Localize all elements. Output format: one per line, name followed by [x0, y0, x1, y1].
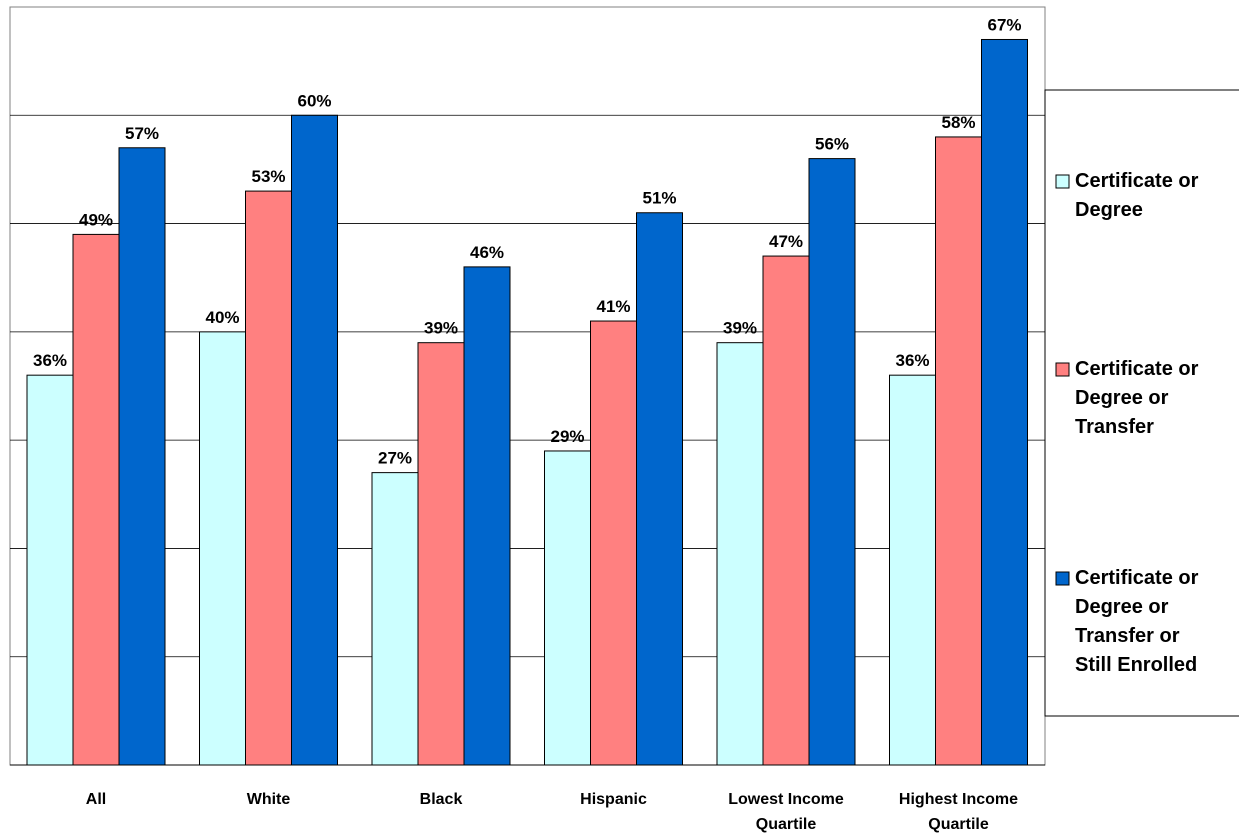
legend-entry-label: Still Enrolled: [1075, 654, 1197, 676]
legend-swatch: [1055, 571, 1070, 586]
gridlines: [9, 6, 1046, 766]
category-axis-labels: All White Black Hispanic Lowest Income Quarti…: [86, 791, 1018, 833]
category-label: Black: [420, 791, 463, 808]
bar-series3-4: [808, 158, 856, 766]
data-label: 56%: [815, 135, 849, 154]
category-label: Quartile: [756, 816, 817, 833]
data-label: 29%: [550, 427, 584, 446]
data-label: 27%: [378, 449, 412, 468]
data-label: 36%: [895, 351, 929, 370]
bar-series3-5: [981, 38, 1028, 766]
bar-series3-0: [118, 147, 166, 766]
data-label: 51%: [642, 189, 676, 208]
bar-series3-2: [463, 266, 511, 766]
bar-series2-1: [245, 190, 292, 766]
category-label: Quartile: [928, 816, 989, 833]
legend: Certificate or Degree Certificate or Degree…: [1044, 89, 1239, 717]
legend-entry-label: Certificate or: [1075, 358, 1199, 380]
data-label: 39%: [424, 319, 458, 338]
data-label: 41%: [596, 297, 630, 316]
bar-series2-4: [762, 255, 810, 766]
category-label: All: [86, 791, 106, 808]
legend-swatch: [1055, 174, 1070, 189]
bar-series1-4: [716, 342, 764, 766]
category-label: Hispanic: [580, 791, 647, 808]
bar-series1-1: [199, 331, 246, 766]
bar-series1-5: [889, 374, 936, 766]
legend-entry-label: Degree or: [1075, 387, 1169, 409]
legend-entry-label: Transfer or: [1075, 625, 1180, 647]
bar-series1-0: [26, 374, 74, 766]
legend-entry-label: Degree: [1075, 199, 1143, 221]
bars: [26, 38, 1028, 766]
legend-box: [1044, 89, 1239, 717]
bar-series3-3: [636, 212, 683, 766]
bar-series3-1: [291, 114, 338, 766]
bar-series2-0: [72, 233, 120, 766]
data-label: 36%: [33, 351, 67, 370]
bar-series1-3: [544, 450, 591, 766]
legend-entry-label: Degree or: [1075, 596, 1169, 618]
data-label: 46%: [470, 243, 504, 262]
data-label: 58%: [941, 113, 975, 132]
data-label: 49%: [79, 210, 113, 229]
data-labels: 36% 40% 27% 29% 39% 36% 49% 53% 39% 41% 47% 58% 57% 6…: [33, 15, 1022, 467]
data-label: 53%: [251, 167, 285, 186]
category-label: White: [247, 791, 291, 808]
data-label: 60%: [297, 91, 331, 110]
category-label: Highest Income: [899, 791, 1018, 808]
data-label: 39%: [723, 319, 757, 338]
data-label: 67%: [987, 15, 1021, 34]
legend-swatch: [1055, 362, 1070, 377]
legend-entry-label: Transfer: [1075, 416, 1154, 438]
data-label: 57%: [125, 124, 159, 143]
bar-series1-2: [371, 472, 419, 766]
legend-entry-label: Certificate or: [1075, 567, 1199, 589]
data-label: 40%: [205, 308, 239, 327]
bar-series2-3: [590, 320, 637, 766]
data-label: 47%: [769, 232, 803, 251]
bar-series2-5: [935, 136, 982, 766]
category-label: Lowest Income: [728, 791, 844, 808]
bar-series2-2: [417, 342, 465, 766]
legend-entry-label: Certificate or: [1075, 170, 1199, 192]
